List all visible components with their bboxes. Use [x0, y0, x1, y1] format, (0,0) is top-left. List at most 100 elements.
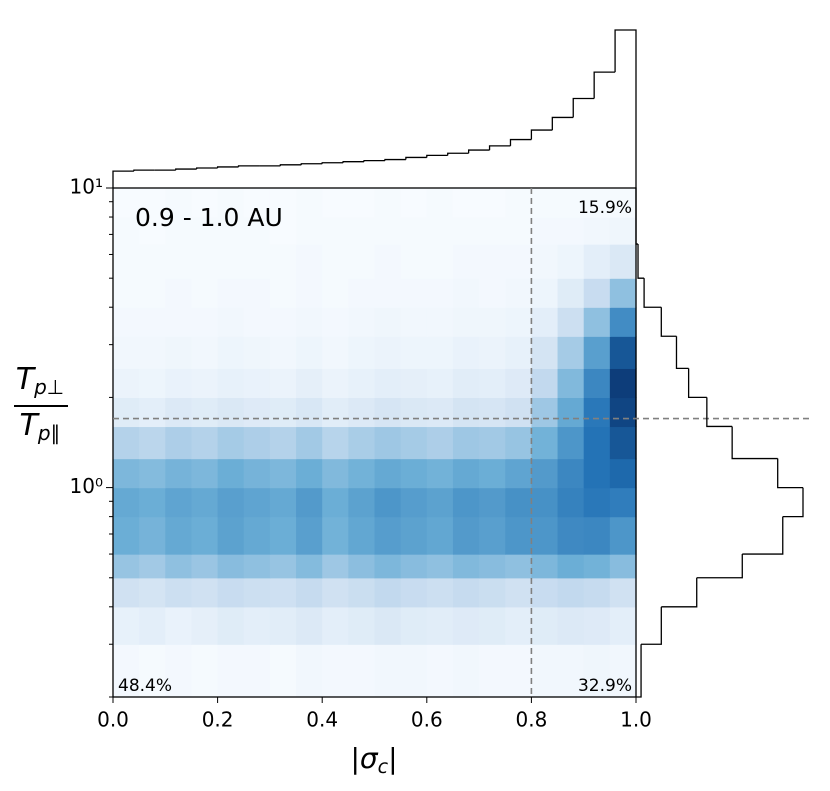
heatmap-cell [400, 487, 428, 518]
heatmap-cell [479, 577, 506, 608]
heatmap-cell [191, 188, 219, 218]
heatmap-cell [243, 577, 271, 608]
heatmap-cell [165, 516, 193, 555]
top-hist-step [196, 167, 218, 170]
heatmap-cell [505, 458, 532, 489]
heatmap-cell [452, 606, 480, 645]
heatmap-cell [269, 554, 297, 579]
heatmap-cell [243, 336, 271, 369]
heatmap-cell [139, 644, 166, 698]
heatmap-cell [139, 188, 166, 218]
heatmap-cell [609, 554, 637, 579]
heatmap-cell [374, 368, 402, 399]
heatmap-cell [165, 644, 193, 698]
heatmap-cell [505, 244, 532, 279]
heatmap-cell [583, 217, 611, 245]
heatmap-cell [479, 217, 506, 245]
heatmap-cell [557, 188, 585, 218]
heatmap-cell [400, 516, 428, 555]
heatmap-cell [165, 217, 193, 245]
region-label: 0.9 - 1.0 AU [135, 203, 283, 232]
x-axis-label: |σc| [350, 742, 397, 778]
heatmap-cell [296, 336, 323, 369]
heatmap-cell [348, 368, 376, 399]
right-hist-step [675, 336, 689, 370]
heatmap-cell [296, 397, 323, 428]
right-hist-step [742, 516, 784, 555]
heatmap-cell [165, 554, 193, 579]
top-hist-step [384, 158, 406, 161]
heatmap-cell [348, 487, 376, 518]
heatmap-cell [191, 554, 219, 579]
heatmap-cell [243, 397, 271, 428]
heatmap-cell [322, 577, 349, 608]
heatmap-cell [191, 458, 219, 489]
heatmap-cell [609, 278, 637, 308]
heatmap-cell [374, 188, 402, 218]
heatmap-cell [217, 606, 245, 645]
right-hist-step [782, 487, 804, 518]
top-hist-step [405, 156, 427, 160]
heatmap-cell [505, 426, 532, 460]
heatmap-cell [322, 644, 349, 698]
heatmap-cell [296, 458, 323, 489]
heatmap-cell [191, 307, 219, 337]
heatmap-cell [400, 188, 428, 218]
heatmap-cell [191, 487, 219, 518]
heatmap-cell [243, 307, 271, 337]
top-hist-step [488, 145, 511, 151]
heatmap-cell [217, 217, 245, 245]
heatmap-cell [113, 397, 140, 428]
right-hist-step [687, 368, 707, 399]
heatmap-cell [609, 644, 637, 698]
heatmap-cell [400, 397, 428, 428]
heatmap-cell [322, 307, 349, 337]
heatmap-cell [505, 307, 532, 337]
heatmap-cell [374, 336, 402, 369]
heatmap-cell [296, 244, 323, 279]
top-hist-step [426, 154, 448, 158]
heatmap-cell [322, 397, 349, 428]
top-hist-step [551, 116, 574, 131]
heatmap-cell [557, 397, 585, 428]
top-hist-step [342, 161, 365, 163]
right-hist-step [777, 458, 803, 489]
heatmap-cell [452, 644, 480, 698]
heatmap-cell [296, 278, 323, 308]
heatmap-cell [479, 644, 506, 698]
heatmap-cell [269, 397, 297, 428]
heatmap-cell [531, 336, 559, 369]
heatmap-cell [479, 336, 506, 369]
heatmap-cell [322, 336, 349, 369]
y-label-part: T [16, 362, 37, 397]
heatmap-cell [583, 188, 611, 218]
right-hist-step [706, 397, 733, 428]
x-label-part: σ [360, 742, 379, 775]
x-tick-label: 0.0 [97, 708, 129, 732]
heatmap-cell [243, 426, 271, 460]
heatmap-cell [348, 188, 376, 218]
heatmap-cell [113, 487, 140, 518]
heatmap-cell [505, 606, 532, 645]
heatmap-cell [479, 307, 506, 337]
heatmap-cell [139, 397, 166, 428]
heatmap-cell [505, 644, 532, 698]
heatmap-cell [113, 554, 140, 579]
y-label-part: p⊥ [33, 375, 64, 399]
right-hist-step [696, 554, 743, 579]
heatmap-cell [452, 244, 480, 279]
heatmap-cell [531, 217, 559, 245]
heatmap-cell [217, 307, 245, 337]
heatmap-cell [191, 606, 219, 645]
heatmap-cell [400, 606, 428, 645]
heatmap-cell [531, 516, 559, 555]
heatmap-cell [583, 516, 611, 555]
heatmap-cell [322, 426, 349, 460]
heatmap-cell [348, 278, 376, 308]
heatmap-cell [139, 516, 166, 555]
heatmap-cell [583, 336, 611, 369]
heatmap-cell [113, 368, 140, 399]
heatmap-cell [374, 577, 402, 608]
heatmap-cell [139, 487, 166, 518]
heatmap-cell [322, 368, 349, 399]
